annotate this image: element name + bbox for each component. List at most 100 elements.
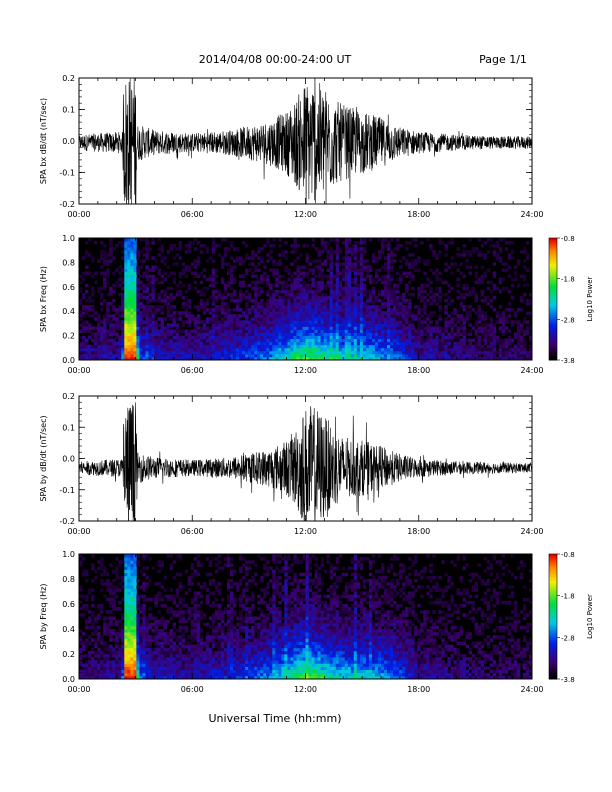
spectrogram-cell [220,341,225,346]
spectrogram-cell [462,356,466,361]
spectrogram-cell [411,238,415,242]
spectrogram-cell [91,566,95,571]
spectrogram-cell [495,314,500,318]
spectrogram-cell [211,353,216,358]
spectrogram-cell [272,302,276,306]
spectrogram-cell [359,347,364,352]
spectrogram-cell [368,295,373,300]
spectrogram-cell [257,311,261,315]
spectrogram-cell [94,672,98,677]
spectrogram-cell [528,356,533,361]
spectrogram-cell [390,356,394,361]
spectrogram-cell [513,277,518,282]
spectrogram-cell [103,582,107,586]
spectrogram-cell [130,241,134,245]
spectrogram-cell [103,253,107,257]
spectrogram-cell [88,347,92,352]
spectrogram-cell [160,250,164,254]
spectrogram-cell [332,344,337,349]
spectrogram-cell [130,591,134,596]
spectrogram-cell [516,344,521,349]
spectrogram-cell [226,356,231,361]
spectrogram-cell [106,572,110,577]
spectrogram-cell [208,332,213,336]
spectrogram-cell [453,311,457,315]
spectrogram-cell [335,271,340,275]
spectrogram-cell [127,247,131,251]
spectrogram-cell [278,344,282,349]
spectrogram-cell [308,329,312,333]
spectrogram-cell [79,347,83,352]
spectrogram-cell [338,305,343,309]
spectrogram-cell [344,283,349,288]
spectrogram-cell [151,238,155,242]
spectrogram-cell [377,314,382,318]
spectrogram-cell [100,329,104,333]
spectrogram-cell [115,320,119,324]
spectrogram-cell [157,350,161,355]
spectrogram-cell [154,654,158,658]
spectrogram-cell [459,326,463,330]
spectrogram-cell [130,250,134,254]
spectrogram-cell [223,332,228,336]
spectrogram-cell [220,262,225,266]
spectrogram-cell [103,320,107,324]
spectrogram-cell [248,332,252,336]
spectrogram-cell [447,302,451,306]
spectrogram-cell [109,241,113,245]
spectrogram-cell [157,591,161,596]
spectrogram-cell [169,644,174,649]
spectrogram-cell [245,268,249,272]
spectrogram-cell [356,283,361,288]
spectrogram-cell [278,238,282,242]
spectrogram-cell [242,323,246,327]
spectrogram-cell [184,320,189,324]
spectrogram-cell [230,256,234,260]
spectrogram-cell [450,317,454,321]
spectrogram-cell [266,277,270,282]
spectrogram-cell [314,283,318,288]
spectrogram-cell [172,320,177,324]
spectrogram-cell [257,332,261,336]
spectrogram-cell [169,650,174,655]
spectrogram-cell [302,292,306,297]
spectrogram-cell [97,632,101,636]
spectrogram-cell [94,335,98,340]
spectrogram-cell [329,323,334,327]
y-tick-label: 0.2 [62,332,75,341]
spectrogram-cell [308,332,312,336]
spectrogram-cell [139,259,143,263]
spectrogram-cell [190,344,195,349]
spectrogram-cell [377,250,382,254]
spectrogram-cell [498,344,503,349]
spectrogram-cell [226,271,231,275]
spectrogram-cell [166,314,170,318]
spectrogram-cell [109,604,113,608]
spectrogram-cell [160,305,164,309]
spectrogram-cell [112,588,116,592]
spectrogram-cell [88,238,92,242]
spectrogram-cell [435,353,439,358]
spectrogram-cell [254,350,258,355]
spectrogram-cell [97,286,101,291]
spectrogram-cell [103,299,107,303]
dbdt-trace [79,78,532,204]
spectrogram-cell [390,268,394,272]
spectrogram-cell [311,259,315,263]
spectrogram-cell [278,341,282,346]
spectrogram-cell [160,289,164,294]
spectrogram-cell [260,280,264,285]
spectrogram-cell [133,308,137,312]
spectrogram-cell [148,607,152,611]
spectrogram-cell [214,299,219,303]
spectrogram-cell [199,302,204,306]
spectrogram-cell [139,265,143,269]
spectrogram-cell [151,292,155,297]
spectrogram-cell [109,666,113,671]
spectrogram-cell [118,344,122,349]
spectrogram-cell [103,277,107,282]
spectrogram-cell [154,629,158,633]
spectrogram-cell [145,341,149,346]
spectrogram-cell [142,247,146,251]
spectrogram-cell [516,341,521,346]
